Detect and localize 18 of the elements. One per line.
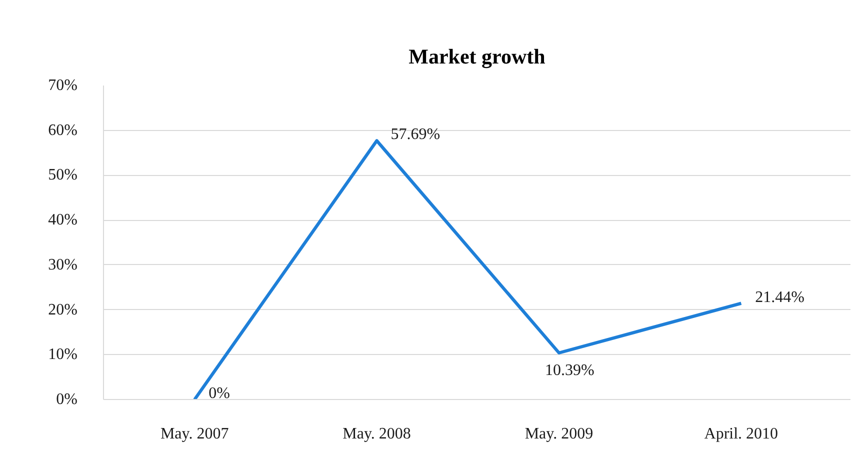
x-tick-label: May. 2009 <box>524 426 594 442</box>
y-tick-label: 30% <box>48 256 78 274</box>
chart-title: Market growth <box>408 44 546 68</box>
line-series <box>193 139 743 400</box>
y-tick-label: 40% <box>48 212 78 229</box>
data-label: 21.44% <box>755 288 805 306</box>
data-label: 57.69% <box>390 126 440 144</box>
y-tick-label: 70% <box>48 77 78 94</box>
y-tick-label: 10% <box>48 346 78 364</box>
x-tick-label: May. 2008 <box>342 426 411 442</box>
x-tick-label: April. 2010 <box>704 426 778 442</box>
data-label: 0% <box>208 385 230 402</box>
y-tick-label: 20% <box>48 301 78 318</box>
y-tick-label: 60% <box>48 122 78 139</box>
data-label: 10.39% <box>544 362 594 379</box>
y-tick-label: 0% <box>56 391 78 408</box>
x-tick-label: May. 2007 <box>160 426 229 442</box>
y-tick-label: 50% <box>48 166 78 184</box>
